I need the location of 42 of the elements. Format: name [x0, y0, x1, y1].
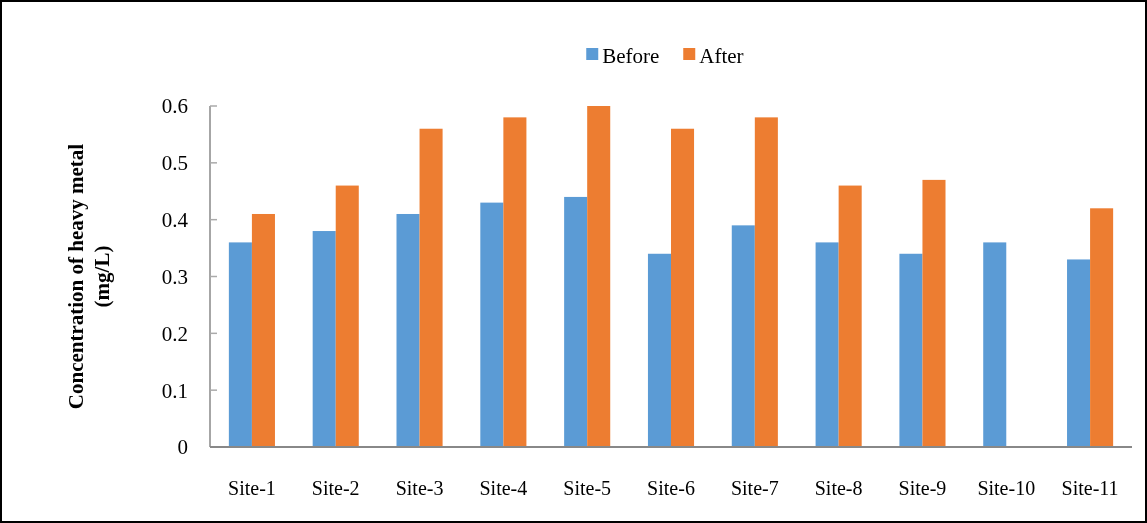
bar: [815, 242, 839, 447]
y-axis-title: Concentration of heavy metal (mg/L): [64, 143, 114, 410]
bar: [922, 179, 946, 447]
x-tick-label: Site-1: [228, 477, 276, 499]
x-tick-label: Site-4: [479, 477, 528, 499]
bar: [312, 231, 336, 447]
y-tick-label: 0.1: [161, 378, 188, 403]
legend-label: After: [699, 44, 744, 69]
y-tick-label: 0.4: [161, 208, 189, 233]
y-tick-label: 0.3: [161, 264, 188, 289]
y-tick-label: 0.5: [161, 151, 188, 176]
bar: [838, 185, 862, 447]
bar: [503, 117, 527, 447]
bar: [335, 185, 359, 447]
x-tick-label: Site-7: [730, 477, 779, 499]
bar: [419, 128, 443, 447]
bar: [754, 117, 778, 447]
y-tick-label: 0.6: [161, 94, 188, 119]
bar: [587, 106, 611, 447]
legend-label: Before: [602, 44, 660, 69]
x-tick-label: Site-5: [563, 477, 612, 499]
x-tick-label: Site-9: [898, 477, 947, 499]
bar: [899, 253, 923, 447]
x-tick-label: Site-10: [977, 477, 1036, 499]
bar: [396, 213, 420, 447]
x-tick-label: Site-11: [1061, 477, 1119, 499]
bar: [647, 253, 671, 447]
x-tick-label: Site-3: [395, 477, 444, 499]
x-tick-label: Site-2: [311, 477, 360, 499]
bar: [251, 213, 275, 447]
bar: [983, 242, 1007, 447]
x-tick-label: Site-8: [814, 477, 863, 499]
bar: [1090, 208, 1114, 447]
y-tick-label: 0: [177, 435, 188, 460]
y-tick-label: 0.2: [161, 321, 188, 346]
bar: [228, 242, 252, 447]
bar: [564, 196, 588, 447]
bar: [671, 128, 695, 447]
bar: [480, 202, 504, 447]
bar: [731, 225, 755, 447]
bar: [1067, 259, 1091, 447]
x-tick-label: Site-6: [647, 477, 695, 499]
